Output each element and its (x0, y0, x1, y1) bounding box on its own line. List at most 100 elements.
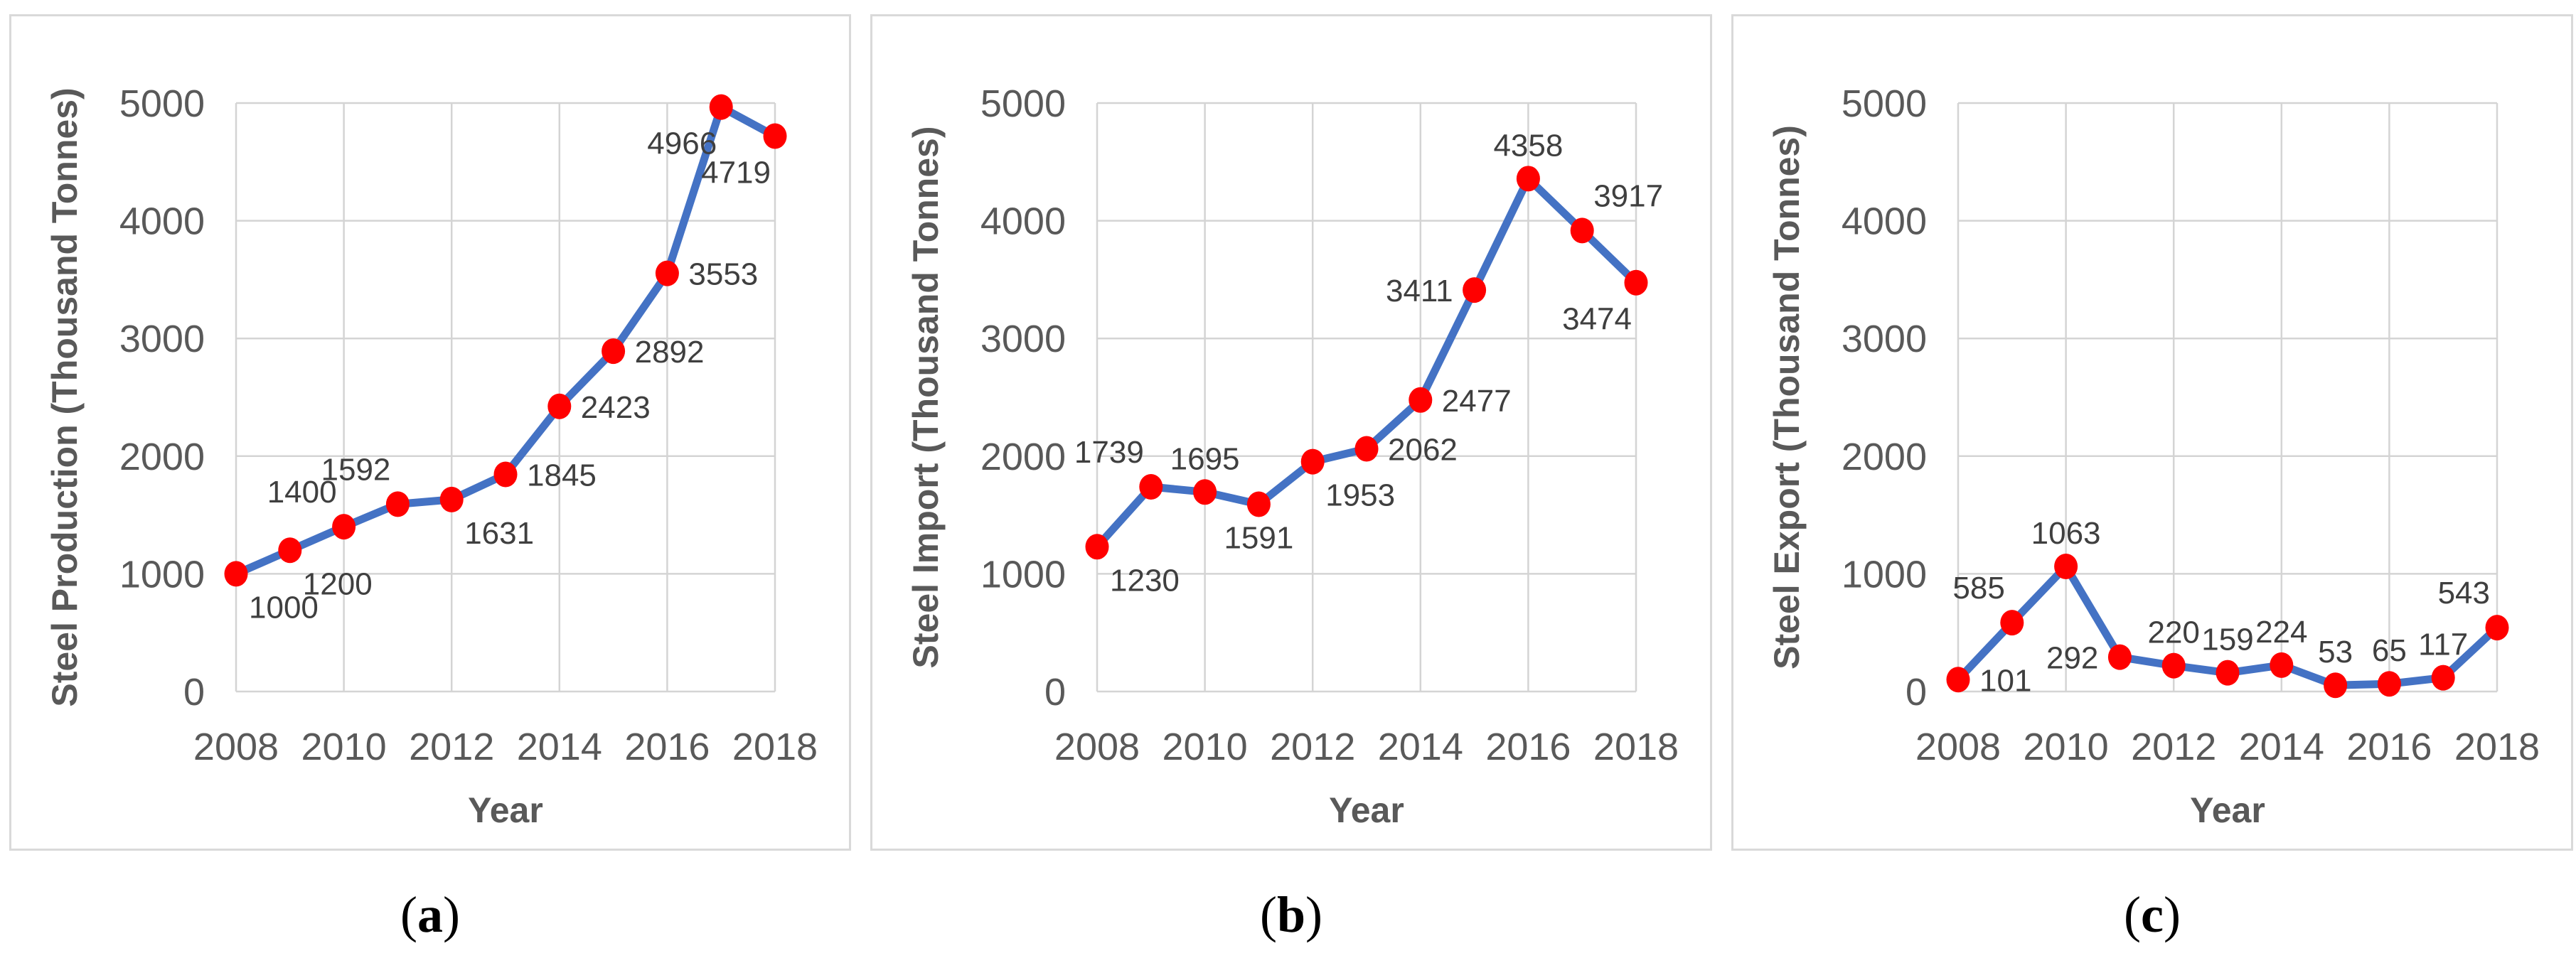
y-axis-tick-label: 3000 (119, 318, 205, 360)
caption-open-paren: ( (400, 886, 417, 943)
data-point-marker (1624, 269, 1648, 296)
data-point-marker (763, 123, 787, 149)
data-point-label: 1631 (464, 516, 534, 551)
y-axis-tick-label: 0 (1906, 671, 1927, 714)
y-axis-tick-label: 2000 (980, 436, 1066, 478)
data-point-label: 1000 (249, 590, 319, 625)
caption-a: (a) (9, 886, 851, 943)
data-point-label: 224 (2255, 615, 2307, 650)
data-point-marker (1463, 277, 1487, 303)
data-point-label: 3553 (688, 257, 758, 292)
captions-row: (a) (b) (c) (9, 886, 2573, 943)
data-point-label: 220 (2147, 615, 2199, 650)
x-axis-tick-label: 2014 (517, 726, 602, 768)
data-point-marker (2324, 672, 2348, 699)
x-axis-tick-label: 2012 (409, 726, 494, 768)
data-point-label: 53 (2318, 635, 2353, 669)
x-axis-title: Year (2190, 790, 2265, 830)
y-axis-tick-label: 1000 (119, 553, 205, 596)
data-point-marker (547, 393, 572, 419)
data-point-label: 1845 (527, 458, 597, 493)
caption-b: (b) (870, 886, 1712, 943)
y-axis-title: Steel Import (Thousand Tonnes) (906, 127, 946, 669)
data-point-label: 101 (1979, 663, 2031, 698)
data-point-marker (1193, 479, 1217, 505)
data-point-label: 1695 (1170, 441, 1240, 476)
chart-panel-a: 0 1000 2000 3000 4000 5000 2008 2010 2012 2014 201… (9, 14, 851, 851)
data-point-label: 4358 (1493, 128, 1563, 163)
data-point-label: 1230 (1110, 563, 1180, 598)
panels-row: 0 1000 2000 3000 4000 5000 2008 2010 2012 2014 201… (9, 14, 2573, 851)
data-point-label: 2423 (581, 390, 651, 425)
y-axis-tick-label: 1000 (1842, 553, 1927, 596)
caption-open-paren: ( (1259, 886, 1277, 943)
data-point-marker (2161, 652, 2186, 679)
x-axis-tick-label: 2016 (2346, 726, 2432, 768)
x-axis-title: Year (468, 790, 543, 830)
data-point-label: 3917 (1593, 178, 1663, 213)
data-point-marker (332, 514, 356, 540)
caption-letter: a (417, 886, 443, 943)
data-point-marker (1354, 436, 1379, 462)
data-point-marker (1409, 387, 1433, 413)
data-point-marker (1516, 166, 1540, 192)
x-axis-tick-label: 2014 (2239, 726, 2324, 768)
y-axis-tick-label: 2000 (1842, 436, 1927, 478)
data-point-marker (1946, 667, 1970, 693)
steel-import-chart: 0 1000 2000 3000 4000 5000 2008 2010 2012 2014 201… (906, 82, 1679, 830)
caption-letter: c (2141, 886, 2164, 943)
caption-letter: b (1276, 886, 1306, 943)
data-point-marker (224, 561, 248, 587)
data-point-marker (2270, 652, 2294, 678)
y-axis-tick-label: 3000 (980, 318, 1066, 360)
y-axis-tick-label: 0 (183, 671, 205, 714)
data-point-label: 543 (2438, 576, 2490, 610)
chart-panel-b: 0 1000 2000 3000 4000 5000 2008 2010 2012 2014 201… (870, 14, 1712, 851)
data-point-label: 2477 (1442, 384, 1512, 419)
data-point-label: 1739 (1074, 435, 1144, 470)
x-axis-tick-label: 2010 (2024, 726, 2109, 768)
caption-close-paren: ) (1305, 886, 1322, 943)
data-point-marker (2107, 644, 2132, 670)
data-point-label: 1063 (2031, 516, 2101, 551)
y-axis-tick-label: 4000 (980, 200, 1066, 243)
data-point-label: 3411 (1386, 274, 1453, 308)
y-axis-tick-label: 4000 (1842, 200, 1927, 243)
y-axis-tick-label: 2000 (119, 436, 205, 478)
caption-close-paren: ) (2163, 886, 2181, 943)
data-point-label: 2892 (635, 335, 705, 370)
data-point-marker (602, 338, 626, 365)
caption-open-paren: ( (2124, 886, 2142, 943)
y-axis-tick-label: 5000 (119, 82, 205, 125)
data-point-marker (2054, 553, 2078, 579)
data-point-label: 1591 (1224, 521, 1293, 556)
y-axis-tick-label: 4000 (119, 200, 205, 243)
x-axis-tick-label: 2018 (2454, 726, 2540, 768)
steel-production-chart: 0 1000 2000 3000 4000 5000 2008 2010 2012 2014 201… (45, 82, 818, 830)
data-point-marker (1139, 474, 1163, 500)
data-point-marker (655, 260, 679, 286)
data-point-label: 4719 (701, 156, 771, 190)
x-axis-tick-label: 2018 (732, 726, 818, 768)
x-axis-tick-label: 2016 (1485, 726, 1571, 768)
data-point-marker (1246, 491, 1271, 517)
data-point-marker (2431, 665, 2455, 691)
data-point-label: 117 (2418, 628, 2468, 662)
y-axis-tick-label: 3000 (1842, 318, 1927, 360)
data-point-marker (278, 537, 302, 564)
data-point-marker (1300, 448, 1325, 475)
data-point-label: 4966 (647, 127, 717, 161)
steel-export-chart: 0 1000 2000 3000 4000 5000 2008 2010 2012 2014 201… (1767, 82, 2540, 830)
x-axis-tick-label: 2016 (624, 726, 710, 768)
data-point-marker (2377, 671, 2401, 697)
x-axis-tick-label: 2012 (2131, 726, 2216, 768)
caption-c: (c) (1731, 886, 2573, 943)
data-point-label: 1592 (321, 452, 391, 487)
data-point-marker (439, 486, 464, 512)
chart-panel-c: 0 1000 2000 3000 4000 5000 2008 2010 2012 2014 201… (1731, 14, 2573, 851)
data-point-label: 1400 (267, 475, 337, 510)
caption-close-paren: ) (443, 886, 460, 943)
data-point-label: 3474 (1562, 302, 1632, 337)
data-point-marker (2216, 660, 2240, 686)
